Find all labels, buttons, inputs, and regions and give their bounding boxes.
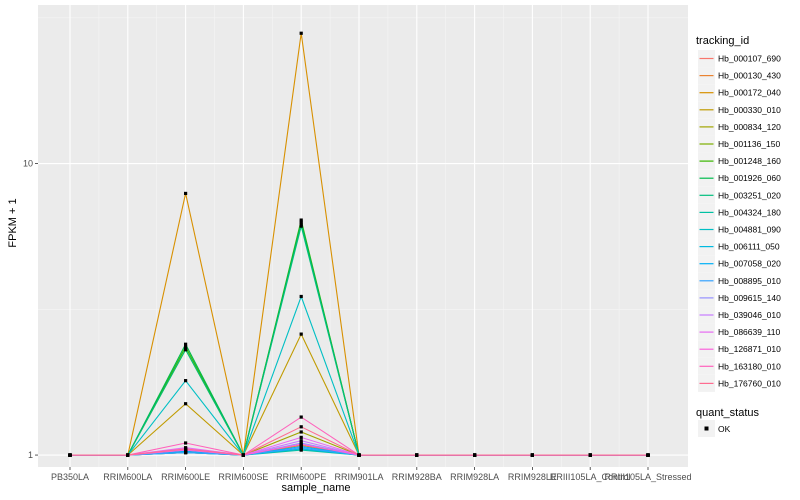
legend: tracking_id Hb_000107_690 Hb_000130_430 Hb… <box>696 35 781 437</box>
y-tick-label: 1 <box>28 450 33 460</box>
data-point <box>184 379 188 383</box>
x-axis-title: sample_name <box>281 482 350 494</box>
data-point <box>184 441 188 445</box>
point-legend-label: OK <box>718 424 731 434</box>
data-point <box>299 425 303 429</box>
x-tick-label: RRIM600LE <box>161 472 210 482</box>
data-point <box>184 402 188 406</box>
data-point <box>299 439 303 443</box>
data-point <box>184 447 188 451</box>
legend-label: Hb_006111_050 <box>718 242 780 252</box>
x-tick-label: RRIM928LE <box>508 472 557 482</box>
legend-label: Hb_009615_140 <box>718 293 781 303</box>
data-point <box>299 222 303 226</box>
legend-label: Hb_000172_040 <box>718 88 781 98</box>
data-point <box>299 430 303 434</box>
data-point <box>68 453 72 457</box>
x-tick-label: RRIM928LA <box>450 472 499 482</box>
legend-label: Hb_001136_150 <box>718 139 781 149</box>
legend-label: Hb_008895_010 <box>718 276 781 286</box>
plot-panel <box>38 5 688 467</box>
minor-grid <box>38 5 688 467</box>
legend-label: Hb_007058_020 <box>718 259 781 269</box>
data-point <box>184 345 188 349</box>
data-point <box>299 220 303 224</box>
data-point <box>473 453 477 457</box>
legend-title: tracking_id <box>696 35 749 47</box>
x-tick-label: RRIM901LA <box>334 472 383 482</box>
x-tick-label: PB350LA <box>51 472 89 482</box>
data-point <box>184 450 188 455</box>
data-point <box>299 31 303 35</box>
data-point <box>299 224 303 228</box>
legend-label: Hb_000130_430 <box>718 71 781 81</box>
x-tick-label: RRIM600PE <box>276 472 326 482</box>
legend-label: Hb_176760_010 <box>718 378 781 388</box>
data-point <box>299 446 303 450</box>
data-point <box>299 332 303 336</box>
legend-label: Hb_004324_180 <box>718 207 781 217</box>
data-point <box>530 453 534 457</box>
data-point <box>184 191 188 196</box>
legend-label: Hb_000834_120 <box>718 122 781 132</box>
point-legend-title: quant_status <box>696 407 759 419</box>
y-tick-label: 10 <box>23 159 33 169</box>
data-point <box>299 218 303 222</box>
data-points <box>68 31 650 457</box>
major-grid <box>38 5 688 467</box>
legend-label: Hb_000330_010 <box>718 105 781 115</box>
x-tick-label: RRIM928BA <box>392 472 442 482</box>
data-point <box>415 453 419 457</box>
legend-label: Hb_001248_160 <box>718 156 781 166</box>
legend-label: Hb_000107_690 <box>718 54 781 64</box>
data-point <box>299 415 303 419</box>
data-point <box>126 453 130 457</box>
data-point <box>184 342 188 346</box>
data-point <box>357 453 361 457</box>
data-point <box>299 294 303 299</box>
x-axis: PB350LA RRIM600LA RRIM600LE RRIM600SE RRIM60… <box>51 467 692 482</box>
x-tick-label: RRIII105LA_Stressed <box>604 472 691 482</box>
x-tick-label: RRIII105LA_Control <box>550 472 631 482</box>
x-tick-label: RRIM600LA <box>103 472 152 482</box>
legend-label: Hb_004881_090 <box>718 225 781 235</box>
legend-label: Hb_003251_020 <box>718 190 781 200</box>
x-tick-label: RRIM600SE <box>218 472 268 482</box>
point-legend-swatch <box>704 426 709 431</box>
data-point <box>646 453 650 457</box>
data-point <box>299 442 303 446</box>
legend-label: Hb_163180_010 <box>718 361 781 371</box>
data-point <box>299 435 303 439</box>
legend-label: Hb_001926_060 <box>718 173 781 183</box>
data-point <box>588 453 592 457</box>
legend-label: Hb_086639_110 <box>718 327 781 337</box>
legend-label: Hb_039046_010 <box>718 310 781 320</box>
data-point <box>184 348 188 352</box>
legend-label: Hb_126871_010 <box>718 344 781 354</box>
y-axis: 1 10 <box>23 159 38 460</box>
y-axis-title: FPKM + 1 <box>7 198 19 247</box>
data-point <box>241 453 245 457</box>
